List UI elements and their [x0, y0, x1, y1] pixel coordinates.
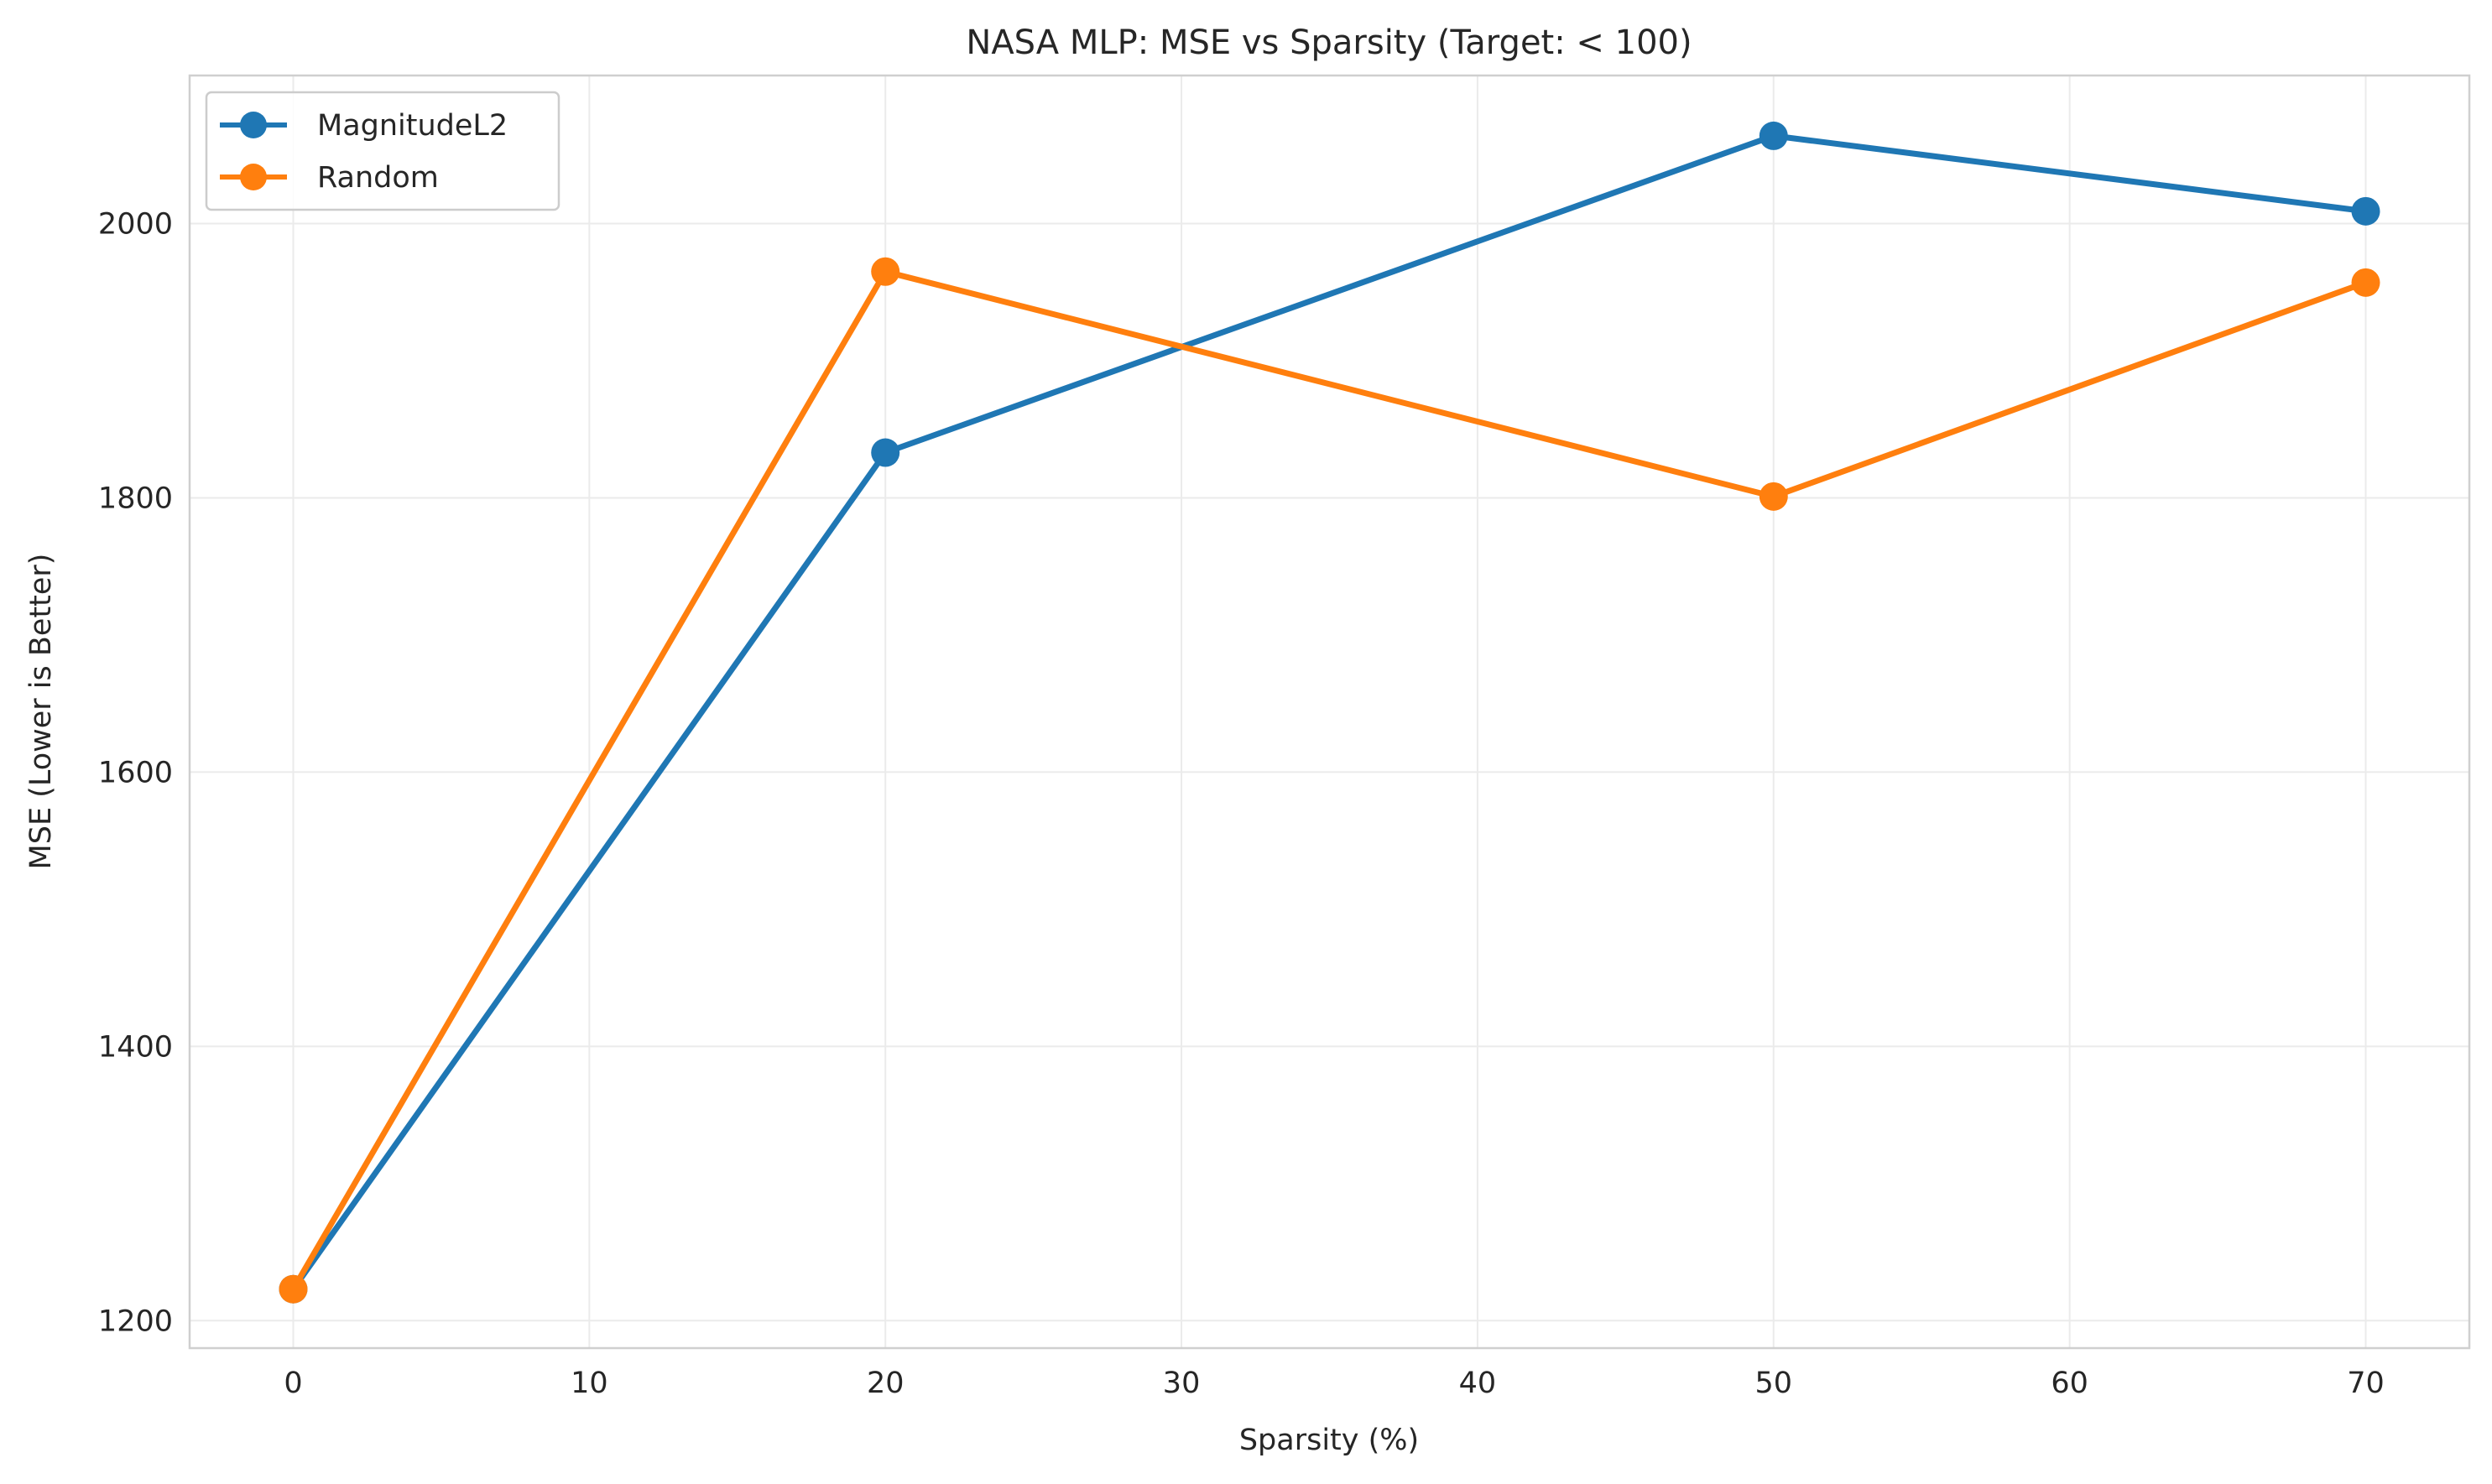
series-magnitudel2	[279, 121, 2380, 1304]
data-point-magnitudel2	[1759, 121, 1788, 150]
legend-box	[205, 91, 560, 211]
y-tick-label: 2000	[98, 208, 173, 242]
x-tick-label: 10	[571, 1367, 608, 1400]
tick-labels: 0 10 20 30 40 50 60 70 1200 1400 1600 1800 2000	[98, 208, 2385, 1400]
data-point-random	[1759, 482, 1788, 511]
legend-entry-magnitudel2: MagnitudeL2	[220, 109, 508, 143]
x-tick-label: 50	[1755, 1367, 1793, 1400]
grid-lines	[190, 76, 2469, 1348]
series-line-random	[290, 268, 2369, 1293]
legend-marker-magnitudel2	[240, 112, 267, 138]
x-tick-label: 0	[284, 1367, 302, 1400]
x-axis-label: Sparsity (%)	[1239, 1424, 1419, 1457]
legend-label-magnitudel2: MagnitudeL2	[317, 109, 508, 143]
y-tick-label: 1400	[98, 1030, 173, 1064]
y-tick-label: 1800	[98, 482, 173, 515]
x-tick-label: 20	[867, 1367, 905, 1400]
series-line-magnitudel2	[290, 133, 2369, 1293]
data-point-magnitudel2	[871, 438, 900, 467]
data-point-random	[279, 1274, 308, 1304]
legend-marker-random	[240, 164, 267, 190]
y-tick-label: 1200	[98, 1304, 173, 1338]
legend: MagnitudeL2 Random	[205, 91, 560, 211]
series-random	[279, 257, 2380, 1304]
x-tick-label: 60	[2051, 1367, 2088, 1400]
data-point-magnitudel2	[2351, 196, 2380, 226]
y-axis-label: MSE (Lower is Better)	[24, 554, 58, 870]
x-tick-label: 70	[2347, 1367, 2385, 1400]
series-layer	[279, 121, 2380, 1304]
legend-entry-random: Random	[220, 161, 439, 195]
x-tick-label: 30	[1163, 1367, 1201, 1400]
legend-label-random: Random	[317, 161, 439, 195]
y-tick-label: 1600	[98, 756, 173, 789]
chart-title: NASA MLP: MSE vs Sparsity (Target: < 100…	[966, 23, 1692, 62]
data-point-random	[2351, 268, 2380, 297]
x-tick-label: 40	[1459, 1367, 1497, 1400]
data-point-random	[871, 257, 900, 286]
plot-frame	[188, 74, 2471, 1350]
